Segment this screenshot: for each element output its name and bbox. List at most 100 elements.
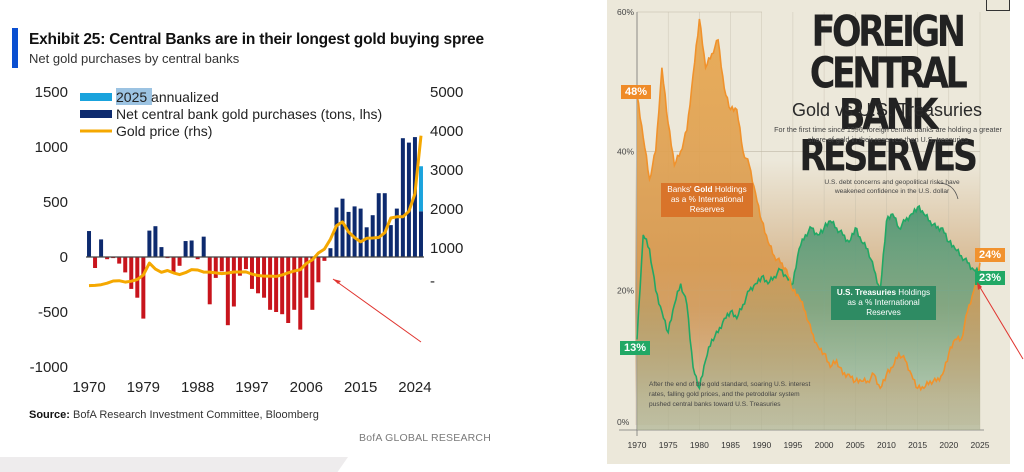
- x-tick-label: 1979: [127, 379, 160, 396]
- y-tick-label: 20%: [617, 286, 634, 296]
- infographic-subtitle: Gold vs U.S. Treasuries: [791, 100, 983, 120]
- chart-subtitle: Net gold purchases by central banks: [29, 51, 240, 66]
- gold-series-label: Banks' Gold Holdings as a % Internationa…: [661, 183, 753, 217]
- annotation-arrow: [332, 278, 422, 343]
- bar-2023: [406, 142, 411, 257]
- bar-2001: [274, 257, 279, 312]
- red-arrowhead-icon: [977, 282, 982, 290]
- bar-1996: [243, 257, 248, 270]
- bar-1993: [225, 257, 230, 326]
- bar-1990: [207, 257, 212, 305]
- x-tick-label: 1990: [752, 440, 771, 450]
- bar-2017: [370, 215, 375, 257]
- treasuries-line: [636, 204, 981, 391]
- bar-1985: [177, 257, 182, 266]
- x-tick-label: 1985: [721, 440, 740, 450]
- bar-1984: [171, 257, 176, 273]
- bar-2012: [340, 198, 345, 257]
- reserves-infographic: 60% 40% 20% 0% 1970 1975 1980 1985 1990 1995 2000…: [607, 0, 1010, 464]
- x-tick-label: 1975: [659, 440, 678, 450]
- y-left-tick-label: 1000: [35, 139, 68, 156]
- y-left-tick-label: 500: [43, 194, 68, 211]
- bar-1978: [135, 257, 140, 298]
- corner-frame: [986, 0, 1010, 11]
- bar-2025: [418, 211, 423, 257]
- title-line-2: BANK RESERVES: [799, 91, 978, 182]
- brand-footer: BofA GLOBAL RESEARCH: [359, 432, 491, 444]
- legend-label-gold: Gold price (rhs): [116, 123, 212, 139]
- legend: 2025 annualized Net central bank gold pu…: [80, 88, 382, 139]
- purchase-bars: [87, 137, 423, 330]
- infographic-title: FOREIGN CENTRAL BANK RESERVES: [767, 11, 1007, 182]
- bar-2018: [376, 193, 381, 257]
- x-tick-label: 2024: [398, 379, 431, 396]
- bar-1982: [159, 247, 164, 257]
- bar-2004: [292, 257, 297, 310]
- annotation-arrowhead-icon: [333, 279, 341, 284]
- legend-label-annualized: 2025 annualized: [116, 89, 219, 105]
- y-right-tick-label: -: [430, 273, 435, 290]
- tsy-label-bold: U.S. Treasuries: [836, 288, 897, 297]
- bar-1977: [129, 257, 134, 289]
- bar-2008: [316, 257, 321, 283]
- bar-1987: [189, 240, 194, 257]
- legend-swatch-annualized: [80, 93, 112, 101]
- treasuries-end-badge: 23%: [975, 271, 1006, 285]
- source-text: BofA Research Investment Committee, Bloo…: [73, 409, 319, 421]
- x-tick-label: 1988: [181, 379, 214, 396]
- title-line-1: FOREIGN CENTRAL: [809, 8, 968, 99]
- x-tick-label: 1980: [690, 440, 709, 450]
- x-tick-label: 2000: [815, 440, 834, 450]
- gold-label-suffix: Holdings as a % International Reserves: [670, 185, 747, 214]
- bar-2020: [388, 225, 393, 257]
- legend-highlight: [116, 88, 152, 105]
- treasuries-start-badge: 13%: [620, 341, 651, 355]
- bar-1986: [183, 241, 188, 257]
- x-tick-label: 1995: [783, 440, 802, 450]
- gold-standard-note: After the end of the gold standard, soar…: [649, 381, 811, 408]
- y-tick-label: 40%: [617, 146, 634, 156]
- x-tick-label: 1970: [72, 379, 105, 396]
- bar-2003: [286, 257, 291, 323]
- gold-price-line: [88, 135, 423, 288]
- y-right-tick-label: 3000: [430, 162, 463, 179]
- bar-2007: [310, 257, 315, 310]
- x-tick-label: 2015: [908, 440, 927, 450]
- bar-1976: [123, 257, 128, 273]
- bar-1981: [153, 226, 158, 257]
- bar-2013: [346, 211, 351, 257]
- intro-text: For the first time since 1996, foreign c…: [774, 125, 1002, 144]
- x-tick-label: 1997: [235, 379, 268, 396]
- legend-swatch-purchases: [80, 110, 112, 118]
- bar-2010: [328, 248, 333, 257]
- x-tick-label: 2006: [290, 379, 323, 396]
- treasuries-series-label: U.S. Treasuries Holdings as a % Internat…: [831, 286, 936, 320]
- bar-2022: [400, 138, 405, 257]
- source-label: Source:: [29, 409, 70, 421]
- bar-1979: [141, 257, 146, 319]
- red-arrow-line: [977, 283, 1024, 360]
- y-right-tick-label: 4000: [430, 123, 463, 140]
- legend-label-purchases: Net central bank gold purchases (tons, l…: [116, 106, 382, 122]
- tsy-label-suffix: Holdings as a % International Reserves: [847, 288, 931, 317]
- bar-2014: [352, 206, 357, 257]
- x-tick-label: 2010: [877, 440, 896, 450]
- bar-2025-annualized: [418, 166, 423, 212]
- gold-area: [637, 19, 980, 430]
- dollar-confidence-note: U.S. debt concerns and geopolitical risk…: [824, 179, 960, 195]
- bar-1995: [237, 257, 242, 276]
- bar-2009: [322, 257, 327, 261]
- y-tick-label: 60%: [617, 7, 634, 17]
- bar-1971: [93, 257, 98, 268]
- x-tick-label: 2005: [846, 440, 865, 450]
- x-tick-label: 2025: [971, 440, 990, 450]
- bar-2006: [304, 257, 309, 298]
- gold-label-bold: Gold: [693, 185, 713, 194]
- bottom-strip: [0, 457, 348, 472]
- gold-start-badge: 48%: [621, 85, 652, 99]
- bar-2000: [268, 257, 273, 310]
- gold-label-prefix: Banks': [667, 185, 694, 194]
- x-tick-label: 2015: [344, 379, 377, 396]
- bar-2005: [298, 257, 303, 330]
